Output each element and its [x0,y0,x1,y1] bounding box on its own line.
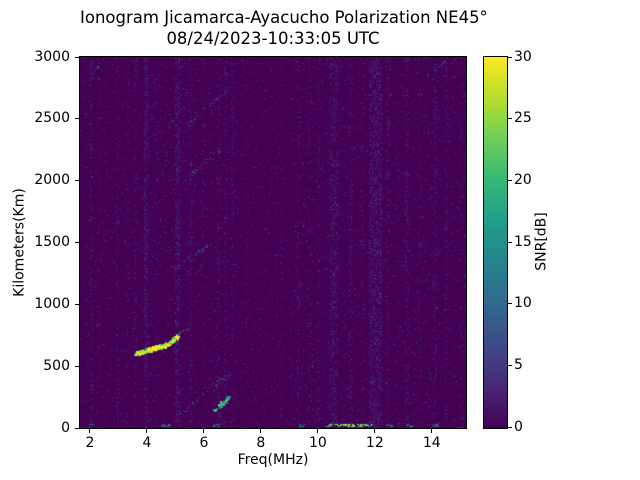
colorbar-tick-label: 5 [514,356,523,373]
x-tick-mark [260,429,262,433]
ionogram-heatmap-canvas [80,57,466,428]
y-tick-label: 500 [43,357,70,374]
colorbar [483,56,508,429]
x-tick-mark [89,429,91,433]
chart-subtitle: 08/24/2023-10:33:05 UTC [166,29,380,48]
y-tick-mark [75,365,79,367]
y-tick-label: 3000 [34,48,70,65]
colorbar-tick-label: 25 [514,110,532,127]
x-tick-label: 10 [308,435,327,451]
y-tick-label: 2000 [34,172,70,189]
colorbar-tick-label: 20 [514,171,532,188]
y-tick-mark [75,303,79,305]
colorbar-tick-mark [508,56,512,58]
x-tick-label: 4 [142,435,152,451]
y-tick-label: 2500 [34,110,70,127]
y-tick-mark [75,180,79,182]
y-tick-mark [75,56,79,58]
colorbar-tick-label: 15 [514,233,532,250]
colorbar-tick-label: 0 [514,418,523,435]
colorbar-tick-label: 30 [514,48,532,65]
colorbar-tick-mark [508,241,512,243]
colorbar-tick-label: 10 [514,295,532,312]
y-tick-label: 0 [61,419,70,436]
colorbar-tick-mark [508,303,512,305]
x-tick-label: 2 [85,435,95,451]
x-tick-mark [203,429,205,433]
colorbar-gradient [484,57,507,428]
x-tick-mark [317,429,319,433]
y-tick-mark [75,118,79,120]
colorbar-tick-mark [508,426,512,428]
x-tick-label: 14 [422,435,441,451]
y-tick-label: 1500 [34,234,70,250]
chart-title: Ionogram Jicamarca-Ayacucho Polarization… [80,8,488,27]
x-tick-label: 8 [256,435,266,451]
colorbar-tick-mark [508,179,512,181]
x-tick-mark [431,429,433,433]
y-tick-mark [75,242,79,243]
x-tick-label: 12 [365,435,384,451]
x-tick-mark [146,429,148,433]
x-tick-label: 6 [199,435,209,451]
x-axis-label: Freq(MHz) [237,452,309,468]
colorbar-tick-mark [508,364,512,366]
x-tick-mark [374,429,376,433]
y-tick-label: 1000 [34,295,70,312]
colorbar-tick-mark [508,118,512,120]
y-tick-mark [75,427,79,429]
plot-frame [79,56,467,429]
